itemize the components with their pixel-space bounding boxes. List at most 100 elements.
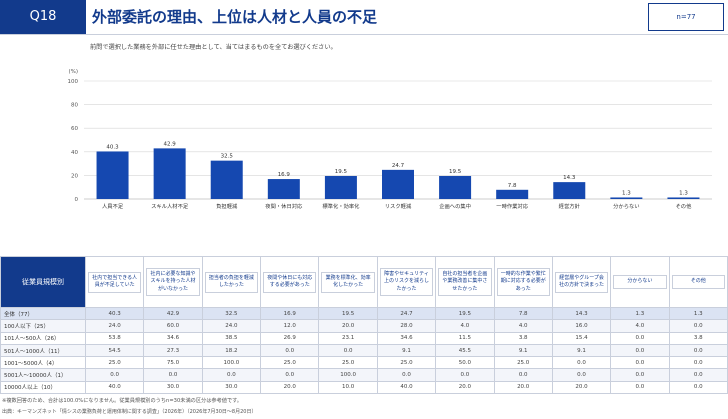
column-header: 社内に必要な知識やスキルを持った人材がいなかった	[143, 256, 203, 308]
table-cell: 0.0	[610, 368, 670, 382]
bar	[324, 175, 357, 199]
bar-value-label: 42.9	[164, 141, 177, 147]
column-header: 障害やセキュリティ上のリスクを減らしたかった	[376, 256, 437, 308]
table-cell: 19.5	[435, 306, 495, 321]
breakdown-table: 従業員規模別 社内で担当できる人員が不足していた 社内に必要な知識やスキルを持った人…	[0, 256, 728, 395]
table-cell: 0.0	[668, 343, 728, 358]
column-header-label: 夜間や休日にも対応する必要があった	[263, 271, 317, 293]
question-number-badge: Q18	[0, 0, 86, 34]
column-header: 経営層やグループ会社の方針で決まった	[551, 256, 612, 308]
bar-value-label: 16.9	[278, 172, 291, 178]
bar-value-label: 40.3	[106, 144, 119, 150]
y-tick-label: 0	[75, 197, 79, 203]
table-header-row: 従業員規模別 社内で担当できる人員が不足していた 社内に必要な知識やスキルを持った人…	[0, 256, 728, 308]
table-cell: 0.0	[84, 368, 145, 382]
table-cell: 3.8	[493, 331, 553, 345]
bar-value-label: 19.5	[335, 169, 348, 175]
table-row: 1001～5000人（4） 25.0 75.0 100.0 25.0 25.0 25.0 50…	[0, 356, 728, 370]
column-header: 社内で担当できる人員が不足していた	[84, 256, 145, 308]
bar	[610, 197, 643, 199]
table-cell: 20.0	[493, 380, 553, 395]
table-cell: 38.5	[201, 331, 262, 345]
column-header-label: その他	[671, 275, 725, 289]
table-body: 全体（77） 40.3 42.9 32.5 16.9 19.5 24.7 19.5 7.8 14.…	[0, 306, 728, 395]
table-cell: 27.3	[143, 343, 203, 358]
table-cell: 28.0	[376, 319, 437, 333]
row-label: 1001～5000人（4）	[0, 356, 86, 370]
table-cell: 0.0	[610, 331, 670, 345]
y-tick-label: 100	[68, 79, 79, 85]
table-cell: 26.9	[260, 331, 320, 345]
table-cell: 100.0	[201, 356, 262, 370]
column-header-label: 経営層やグループ会社の方針で決まった	[554, 271, 609, 293]
table-cell: 20.0	[551, 380, 612, 395]
table-cell: 25.0	[318, 356, 378, 370]
table-cell: 23.1	[318, 331, 378, 345]
header-divider	[0, 34, 728, 35]
x-tick-label: 標準化・効率化	[322, 202, 360, 210]
column-header-label: 社内で担当できる人員が不足していた	[88, 271, 142, 293]
column-header: 一時的な作業や繁忙期に対応する必要があった	[493, 256, 553, 308]
table-cell: 4.0	[435, 319, 495, 333]
table-cell: 75.0	[143, 356, 203, 370]
column-header-label: 分からない	[613, 275, 667, 289]
y-axis-unit: (%)	[68, 69, 78, 75]
footnote: ※複数回答のため、合計は100.0%になりません。従業員規模別のうちn=30未満…	[2, 398, 242, 404]
column-header-label: 業務を標準化、効率化したかった	[321, 271, 375, 293]
bar-value-label: 14.3	[563, 175, 576, 181]
table-cell: 0.0	[668, 319, 728, 333]
table-cell: 34.6	[376, 331, 437, 345]
bar	[382, 169, 414, 199]
table-cell: 0.0	[668, 356, 728, 370]
table-row: 全体（77） 40.3 42.9 32.5 16.9 19.5 24.7 19.5 7.8 14.…	[0, 306, 728, 321]
row-label: 10000人以上（10）	[0, 380, 86, 395]
bar	[210, 160, 243, 199]
table-cell: 4.0	[610, 319, 670, 333]
x-tick-label: 人員不足	[102, 203, 124, 210]
table-cell: 0.0	[376, 368, 437, 382]
x-tick-label: 経営方針	[559, 202, 581, 210]
table-cell: 40.0	[376, 380, 437, 395]
row-label: 全体（77）	[0, 306, 86, 321]
bar-value-label: 1.3	[679, 190, 688, 196]
table-row: 5001人～10000人（1） 0.0 0.0 0.0 0.0 100.0 0.0 0.0 0.…	[0, 368, 728, 382]
y-tick-label: 40	[71, 150, 78, 156]
table-cell: 12.0	[260, 319, 320, 333]
x-tick-label: 企画への集中	[439, 202, 471, 210]
table-cell: 20.0	[260, 380, 320, 395]
table-cell: 0.0	[551, 368, 612, 382]
table-cell: 0.0	[201, 368, 262, 382]
y-tick-label: 60	[71, 126, 78, 132]
table-cell: 9.1	[551, 343, 612, 358]
table-cell: 50.0	[435, 356, 495, 370]
table-cell: 0.0	[610, 343, 670, 358]
column-header: 業務を標準化、効率化したかった	[318, 256, 378, 308]
column-header-label: 自社の担当者を企画や業務改善に集中させたかった	[438, 267, 492, 297]
table-cell: 3.8	[668, 331, 728, 345]
table-cell: 1.3	[668, 306, 728, 321]
table-cell: 7.8	[493, 306, 553, 321]
row-label: 501人～1000人（11）	[0, 343, 86, 358]
table-cell: 25.0	[260, 356, 320, 370]
question-text: 前問で選択した業務を外部に任せた理由として、当てはまるものを全てお選びください。	[90, 44, 337, 51]
bar	[439, 175, 472, 199]
table-cell: 40.3	[84, 306, 145, 321]
table-row: 501人～1000人（11） 54.5 27.3 18.2 0.0 0.0 9.1 45.5 9…	[0, 343, 728, 358]
table-cell: 4.0	[493, 319, 553, 333]
table-cell: 0.0	[435, 368, 495, 382]
table-cell: 34.6	[143, 331, 203, 345]
table-cell: 42.9	[143, 306, 203, 321]
row-label: 100人以下（25）	[0, 319, 86, 333]
table-cell: 24.7	[376, 306, 437, 321]
bar	[667, 197, 700, 199]
table-row: 101人～500人（26） 53.8 34.6 38.5 26.9 23.1 34.6 11.…	[0, 331, 728, 345]
table-cell: 30.0	[143, 380, 203, 395]
table-cell: 9.1	[376, 343, 437, 358]
table-cell: 20.0	[318, 319, 378, 333]
bar	[553, 182, 586, 199]
table-cell: 18.2	[201, 343, 262, 358]
sample-size-box: n=77	[648, 3, 724, 31]
table-cell: 32.5	[201, 306, 262, 321]
x-tick-label: 夜間・休日対応	[265, 202, 303, 210]
table-cell: 25.0	[376, 356, 437, 370]
